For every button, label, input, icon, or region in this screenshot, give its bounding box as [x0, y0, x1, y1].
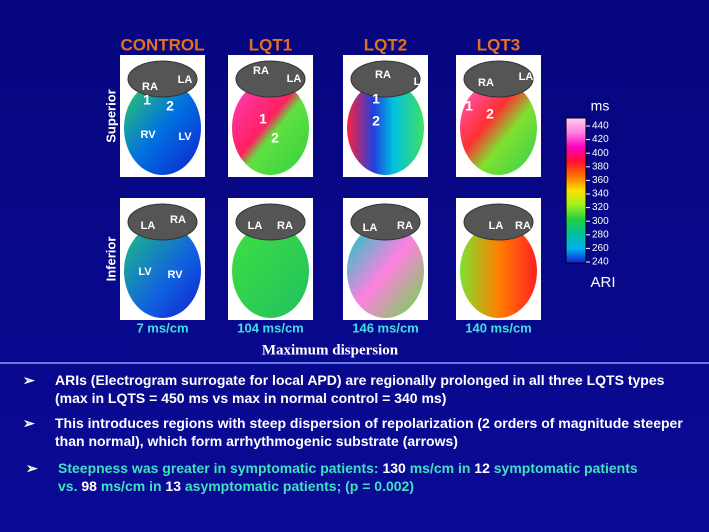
ventricles — [347, 81, 424, 175]
bullet: ➢ ARIs (Electrogram surrogate for local A… — [23, 371, 675, 407]
heart-label: 2 — [166, 98, 174, 114]
bullet-text: symptomatic patients vs. — [58, 460, 638, 494]
ventricles — [124, 224, 201, 318]
bullet: ➢ Steepness was greater in symptomatic pa… — [26, 459, 658, 495]
heart-label: RA — [170, 214, 186, 226]
atria — [127, 203, 198, 241]
heart-label: LA — [414, 76, 429, 88]
row-label: Superior — [103, 89, 118, 142]
dispersion-value: 7 ms/cm — [136, 320, 188, 335]
colorbar-tick-label: 360 — [592, 175, 609, 186]
colorbar-label: ARI — [590, 274, 615, 291]
bullet-marker: ➢ — [23, 415, 35, 431]
heart-label: RA — [397, 220, 413, 232]
dispersion-title: Maximum dispersion — [262, 342, 399, 358]
heart-label: 1 — [143, 92, 151, 108]
heart-label: RA — [277, 220, 293, 232]
bullet: ➢ This introduces regions with steep disp… — [23, 414, 685, 450]
colorbar-tick-label: 400 — [592, 148, 609, 159]
bullet-marker: ➢ — [26, 460, 38, 476]
figure: ms ARI Maximum dispersion CONTROL 7 ms/cm… — [0, 35, 709, 364]
dispersion-value: 104 ms/cm — [237, 320, 304, 335]
heart-label: LA — [248, 220, 263, 232]
heart-label: 1 — [465, 98, 473, 114]
heart-label: LV — [138, 266, 152, 278]
dispersion-value: 146 ms/cm — [352, 320, 419, 335]
colorbar-tick-label: 240 — [592, 257, 609, 268]
ventricles — [232, 81, 309, 175]
atria — [350, 60, 421, 98]
colorbar-tick-label: 280 — [592, 229, 609, 240]
heart-label: RV — [140, 129, 156, 141]
colorbar-tick-label: 380 — [592, 161, 609, 172]
heart-label: RA — [515, 220, 531, 232]
heart-label: RA — [375, 69, 391, 81]
ventricles — [460, 81, 537, 175]
heart-label: LA — [519, 71, 534, 83]
bullet-text: This introduces regions with steep dispe… — [55, 415, 683, 449]
bullet-number: 98 — [81, 478, 97, 494]
colorbar-tick-label: 300 — [592, 216, 609, 227]
bullet-number: 130 — [382, 460, 406, 476]
ventricles — [347, 224, 424, 318]
ventricles — [232, 224, 309, 318]
heart-label: 1 — [372, 91, 380, 107]
colorbar-tick-label: 340 — [592, 189, 609, 200]
heart-label: LA — [489, 220, 504, 232]
atria — [463, 203, 534, 241]
bullet-number: 13 — [165, 478, 181, 494]
row-label: Inferior — [103, 237, 118, 282]
heart-label: RA — [142, 81, 158, 93]
atria — [235, 60, 306, 98]
column-header: LQT1 — [249, 35, 292, 54]
bullet-text: Steepness was greater in symptomatic pat… — [58, 460, 383, 476]
atria — [127, 60, 198, 98]
heart-label: LA — [141, 220, 156, 232]
heart-label: RV — [167, 269, 183, 281]
heart-label: 2 — [486, 106, 494, 122]
heart-label: 1 — [259, 111, 267, 127]
ventricles — [124, 81, 201, 175]
colorbar-tick-label: 260 — [592, 243, 609, 254]
heart-label: RA — [253, 65, 269, 77]
colorbar-tick-label: 320 — [592, 202, 609, 213]
atria — [463, 60, 534, 98]
colorbar — [565, 117, 587, 264]
heart-label: 2 — [271, 130, 279, 146]
bullet-number: 12 — [474, 460, 490, 476]
dispersion-value: 140 ms/cm — [465, 320, 532, 335]
column-header: LQT2 — [364, 35, 407, 54]
colorbar-tick-label: 420 — [592, 134, 609, 145]
heart-label: LV — [178, 131, 192, 143]
bullet-text: ms/cm in — [96, 478, 166, 494]
bullet-text: ARIs (Electrogram surrogate for local AP… — [55, 372, 665, 406]
column-header: CONTROL — [120, 35, 204, 54]
heart-label: LA — [178, 74, 193, 86]
colorbar-unit: ms — [591, 98, 610, 114]
bullet-text: asymptomatic patients; (p = 0.002) — [180, 478, 415, 494]
bullet-marker: ➢ — [23, 372, 35, 388]
heart-label: LA — [287, 73, 302, 85]
ventricles — [460, 224, 537, 318]
heart-label: 2 — [372, 113, 380, 129]
heart-label: LA — [363, 222, 378, 234]
bullet-text: ms/cm in — [405, 460, 475, 476]
heart-label: RA — [478, 77, 494, 89]
atria — [350, 203, 421, 241]
column-header: LQT3 — [477, 35, 520, 54]
colorbar-tick-label: 440 — [592, 121, 609, 132]
atria — [235, 203, 306, 241]
